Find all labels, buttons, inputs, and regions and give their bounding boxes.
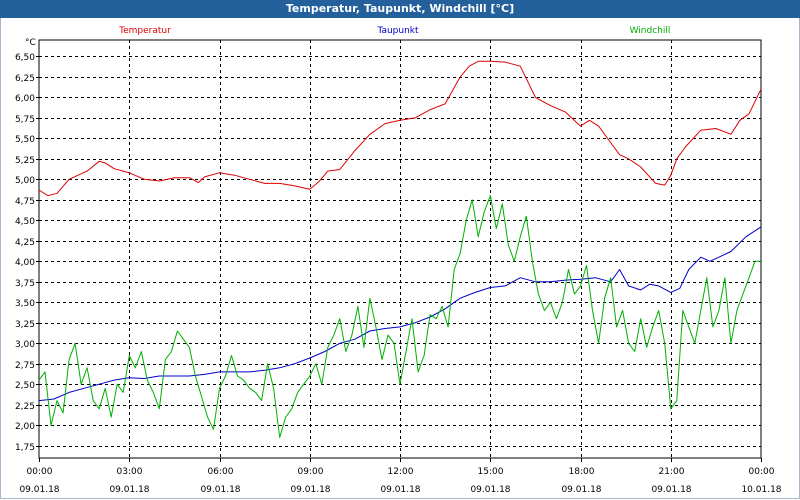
x-tick-time: 15:00 (478, 467, 504, 477)
series-line-windchill (38, 195, 761, 438)
y-tick-label: 2,75 (15, 361, 35, 371)
y-tick-label: 3,75 (15, 279, 35, 289)
x-tick-date: 09.01.18 (19, 485, 59, 495)
legend-layer: Temperatur Taupunkt Windchill (118, 26, 670, 36)
window-title: Temperatur, Taupunkt, Windchill [°C] (0, 0, 800, 18)
series-layer (38, 60, 762, 438)
y-tick-label: 4,75 (15, 197, 35, 207)
grid-layer (39, 40, 761, 458)
y-tick-label: 6,25 (15, 74, 35, 84)
y-tick-label: 6,00 (15, 94, 35, 104)
y-tick-label: 1,75 (15, 443, 35, 453)
x-tick-date: 09.01.18 (561, 485, 601, 495)
x-tick-time: 18:00 (569, 467, 595, 477)
y-tick-label: 2,25 (15, 402, 35, 412)
x-tick-time: 06:00 (208, 467, 234, 477)
x-tick-date: 09.01.18 (380, 485, 420, 495)
y-tick-label: 3,00 (15, 340, 35, 350)
y-tick-label: 4,50 (15, 217, 35, 227)
x-tick-date: 10.01.18 (741, 485, 781, 495)
x-tick-date: 09.01.18 (651, 485, 691, 495)
y-tick-label: 4,25 (15, 238, 35, 248)
legend-label-temperatur: Temperatur (118, 26, 171, 36)
y-tick-label: 5,25 (15, 156, 35, 166)
x-tick-date: 09.01.18 (109, 485, 149, 495)
x-tick-date: 09.01.18 (470, 485, 510, 495)
y-tick-label: 5,00 (15, 176, 35, 186)
x-tick-date: 09.01.18 (290, 485, 330, 495)
y-tick-label: 2,50 (15, 381, 35, 391)
x-tick-date: 09.01.18 (200, 485, 240, 495)
y-tick-label: 2,00 (15, 422, 35, 432)
axis-layer: 1,75 2,00 2,25 2,50 2,75 3,00 3,25 3,50 3,75 4,00… (15, 38, 782, 495)
y-tick-label: 3,50 (15, 299, 35, 309)
y-tick-label: 3,25 (15, 320, 35, 330)
x-tick-time: 12:00 (388, 467, 414, 477)
x-tick-time: 09:00 (298, 467, 324, 477)
y-tick-label: 4,00 (15, 258, 35, 268)
legend-label-taupunkt: Taupunkt (376, 26, 419, 36)
y-tick-label: 5,75 (15, 115, 35, 125)
x-tick-time: 00:00 (27, 467, 53, 477)
chart-canvas: 1,75 2,00 2,25 2,50 2,75 3,00 3,25 3,50 3,75 4,00… (15, 26, 782, 495)
x-tick-time: 21:00 (659, 467, 685, 477)
x-tick-time: 03:00 (117, 467, 143, 477)
series-line-temperatur (38, 60, 762, 197)
y-tick-label: 5,50 (15, 135, 35, 145)
x-tick-time: 00:00 (749, 467, 775, 477)
y-tick-label: 6,50 (15, 53, 35, 63)
legend-label-windchill: Windchill (630, 26, 671, 36)
y-axis-unit: °C (25, 38, 36, 48)
